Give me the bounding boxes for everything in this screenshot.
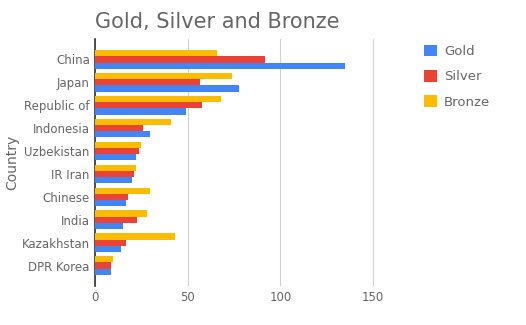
Bar <box>95 148 139 154</box>
Bar <box>95 211 147 217</box>
Bar <box>95 262 112 268</box>
Bar <box>95 268 112 275</box>
Bar <box>95 154 136 160</box>
Text: Gold, Silver and Bronze: Gold, Silver and Bronze <box>95 12 339 32</box>
Bar <box>95 50 217 57</box>
Bar <box>95 96 221 102</box>
Bar <box>95 85 239 92</box>
Bar <box>95 200 126 206</box>
Bar <box>95 177 132 183</box>
Bar <box>95 223 123 229</box>
Bar <box>95 194 128 200</box>
Bar <box>95 79 200 85</box>
Bar <box>95 246 120 252</box>
Bar <box>95 73 232 79</box>
Bar <box>95 142 141 148</box>
Legend: Gold, Silver, Bronze: Gold, Silver, Bronze <box>420 41 494 112</box>
Bar <box>95 171 134 177</box>
Bar <box>95 256 113 262</box>
Bar <box>95 165 136 171</box>
Bar <box>95 240 126 246</box>
Bar <box>95 217 137 223</box>
Bar <box>95 102 203 108</box>
Y-axis label: Country: Country <box>5 135 19 190</box>
Bar <box>95 57 266 63</box>
Bar <box>95 63 345 69</box>
Bar <box>95 119 171 125</box>
Bar <box>95 131 150 137</box>
Bar <box>95 125 143 131</box>
Bar <box>95 188 150 194</box>
Bar <box>95 108 186 114</box>
Bar <box>95 233 175 240</box>
